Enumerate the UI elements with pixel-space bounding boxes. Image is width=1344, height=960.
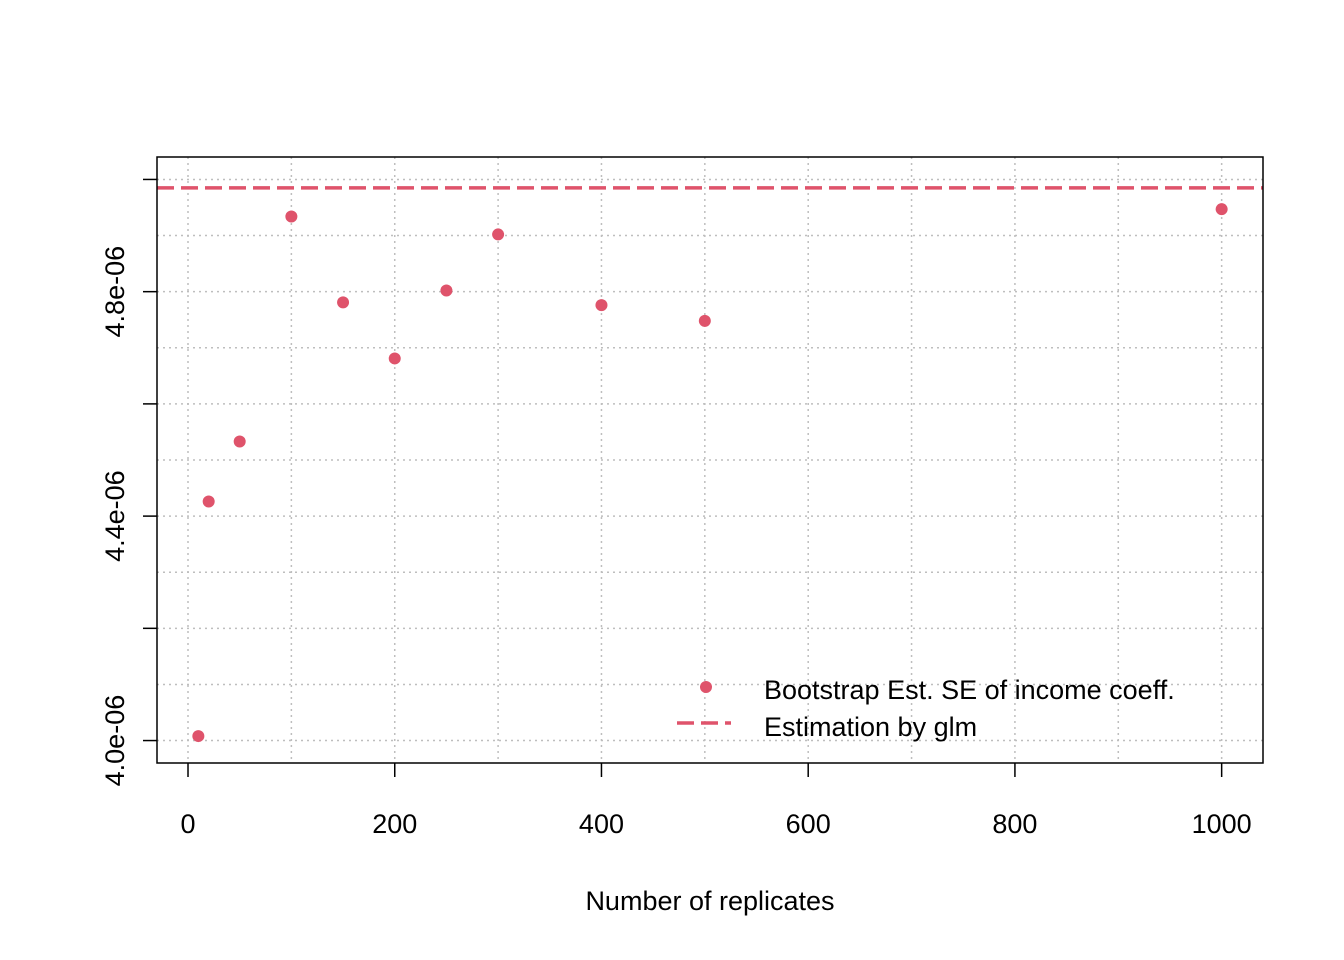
y-tick-label: 4.0e-06 — [100, 695, 130, 787]
plot-frame — [156, 156, 1264, 764]
x-tick-label: 400 — [579, 809, 624, 839]
data-series — [157, 186, 1263, 743]
legend-label: Estimation by glm — [764, 712, 977, 742]
data-point — [337, 296, 350, 309]
data-point — [233, 435, 246, 448]
x-tick-label: 800 — [992, 809, 1037, 839]
data-point — [595, 299, 608, 312]
axes: 0 200 400 600 800 1000 4.0e-06 4.4e-06 4.8e-06 — [100, 178, 1252, 839]
data-point — [698, 314, 711, 327]
data-point — [388, 352, 401, 365]
legend-label: Bootstrap Est. SE of income coeff. — [764, 675, 1175, 705]
grid-lines — [157, 157, 1263, 763]
y-tick-label: 4.4e-06 — [100, 470, 130, 562]
data-point — [440, 284, 453, 297]
x-tick-label: 0 — [180, 809, 195, 839]
data-point — [492, 228, 505, 241]
x-tick-label: 200 — [372, 809, 417, 839]
x-tick-label: 600 — [786, 809, 831, 839]
x-axis-title: Number of replicates — [585, 886, 834, 916]
data-point — [202, 495, 215, 508]
y-tick-label: 4.8e-06 — [100, 246, 130, 338]
data-point — [1215, 203, 1228, 216]
data-point — [285, 210, 298, 223]
data-point — [192, 730, 205, 743]
legend-point-symbol — [700, 681, 712, 693]
legend: Bootstrap Est. SE of income coeff. Estima… — [677, 675, 1175, 742]
x-tick-label: 1000 — [1192, 809, 1252, 839]
